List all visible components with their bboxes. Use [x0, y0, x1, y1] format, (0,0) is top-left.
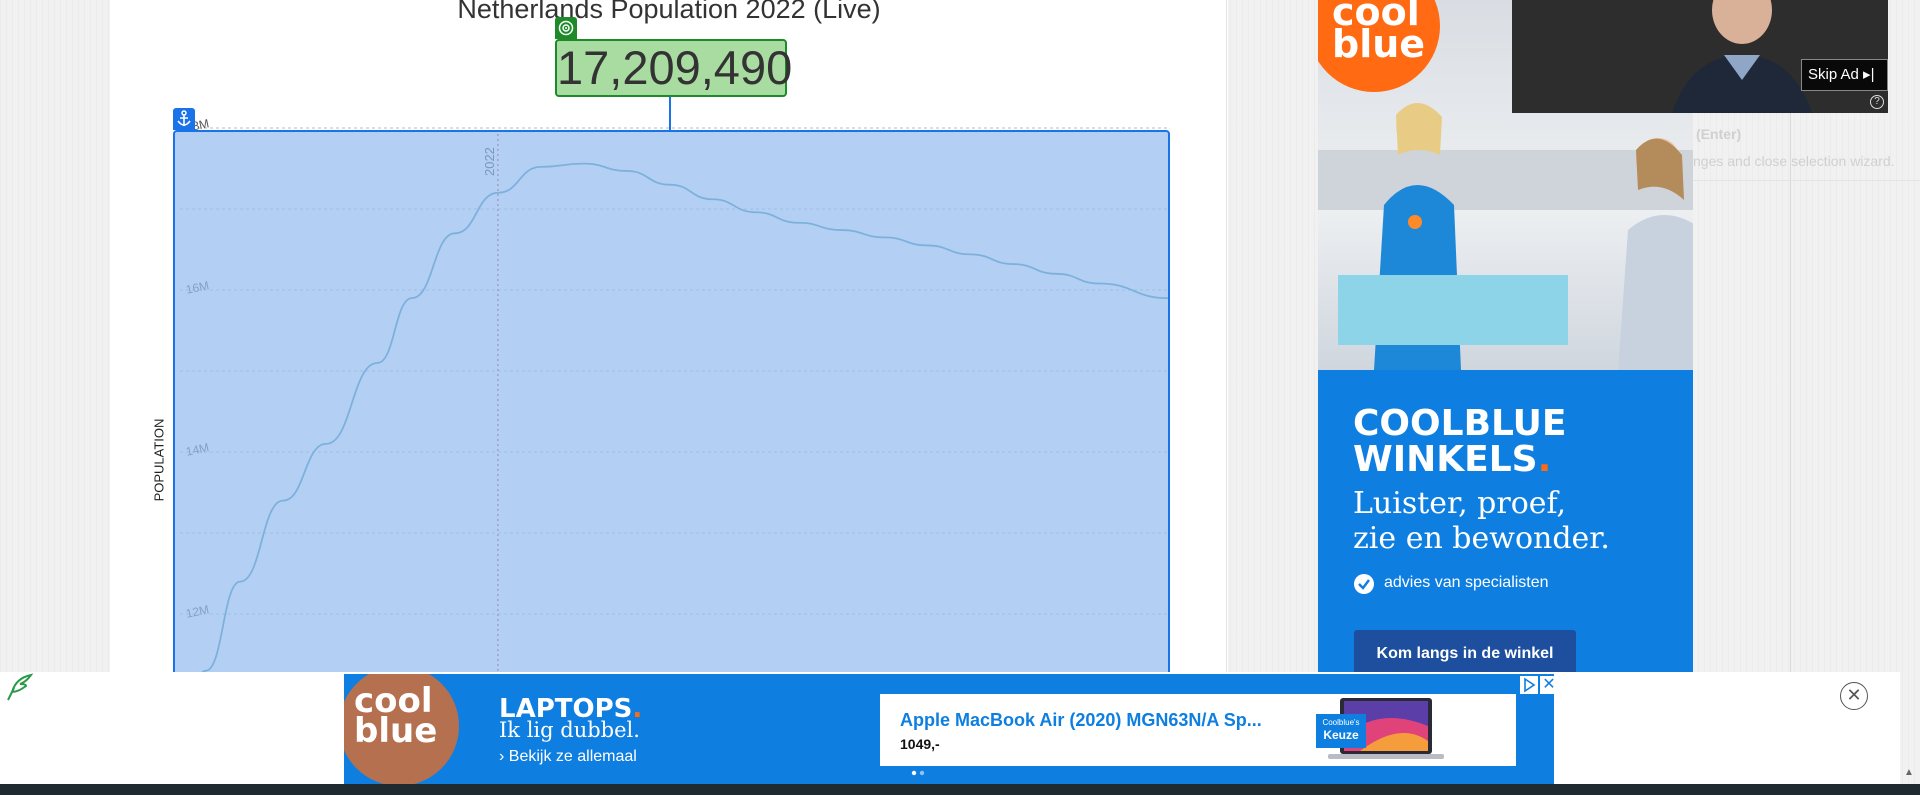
skip-ad-label: Skip Ad	[1808, 66, 1859, 83]
right-gutter-divider	[1790, 0, 1791, 672]
video-presenter-graphic	[1672, 0, 1812, 113]
skip-icon: ▸|	[1863, 66, 1875, 83]
store-counter-graphic	[1338, 275, 1568, 345]
target-icon[interactable]	[555, 17, 577, 39]
carousel-dots[interactable]	[911, 770, 931, 776]
live-population-counter[interactable]: 17,209,490	[555, 39, 792, 97]
banner-coolblue-logo	[344, 674, 459, 784]
counter-connector-line	[669, 97, 671, 131]
banner-headline-text: LAPTOPS	[499, 694, 633, 724]
ad-tagline-line1: Luister, proef,	[1353, 486, 1567, 521]
taskbar	[0, 784, 1920, 795]
ad-tagline-line2: zie en bewonder.	[1353, 521, 1610, 556]
close-banner-button[interactable]: ✕	[1840, 682, 1868, 710]
keuze-badge: Coolblue's Keuze	[1316, 714, 1366, 748]
content-divider	[1226, 0, 1227, 672]
skip-ad-button[interactable]: Skip Ad ▸|	[1801, 59, 1888, 91]
help-icon[interactable]: ?	[1870, 95, 1884, 109]
keuze-badge-small: Coolblue's	[1322, 718, 1360, 727]
banner-headline: LAPTOPS.	[499, 694, 642, 724]
adchoices-icon[interactable]	[1520, 676, 1538, 694]
ad-tagline: Luister, proef, zie en bewonder.	[1353, 486, 1610, 556]
chart-title: Netherlands Population 2022 (Live)	[457, 0, 881, 24]
banner-tagline: Ik lig dubbel.	[499, 718, 640, 742]
visit-store-button[interactable]: Kom langs in de winkel	[1354, 630, 1576, 672]
ad-headline-line2: WINKELS	[1353, 439, 1538, 480]
hint-description: nges and close selection wizard.	[1693, 153, 1895, 169]
product-price: 1049,-	[900, 736, 940, 752]
product-title[interactable]: Apple MacBook Air (2020) MGN63N/A Sp...	[900, 710, 1262, 730]
y-axis-title: POPULATION	[151, 418, 167, 502]
feather-icon[interactable]	[4, 672, 34, 702]
check-icon	[1354, 574, 1374, 594]
keuze-badge-big: Keuze	[1323, 728, 1359, 742]
ad-headline-line1: COOLBLUE	[1353, 403, 1567, 444]
banner-headline-dot: .	[632, 694, 643, 724]
store-shelf-graphic	[1318, 150, 1693, 210]
hint-divider	[1693, 180, 1920, 181]
ad-close-icon[interactable]: ✕	[1540, 676, 1554, 694]
anchor-icon[interactable]	[173, 108, 195, 130]
ad-feature-text: advies van specialisten	[1384, 574, 1549, 591]
hint-enter-label: (Enter)	[1696, 126, 1742, 142]
ad-headline: COOLBLUE WINKELS.	[1353, 406, 1567, 478]
scroll-down-arrow-icon[interactable]: ▲	[1904, 767, 1914, 778]
video-ad-player[interactable]	[1512, 0, 1888, 113]
coolblue-logo-text: cool blue	[1332, 0, 1426, 66]
view-all-link[interactable]: › Bekijk ze allemaal	[499, 748, 637, 765]
product-card[interactable]: Apple MacBook Air (2020) MGN63N/A Sp... …	[880, 694, 1516, 766]
customer-graphic	[1618, 138, 1693, 370]
ad-headline-dot: .	[1537, 439, 1552, 480]
coolblue-laptops-banner[interactable]: cool blue LAPTOPS. Ik lig dubbel. › Beki…	[344, 674, 1554, 784]
banner-logo-text: cool blue	[354, 681, 438, 751]
